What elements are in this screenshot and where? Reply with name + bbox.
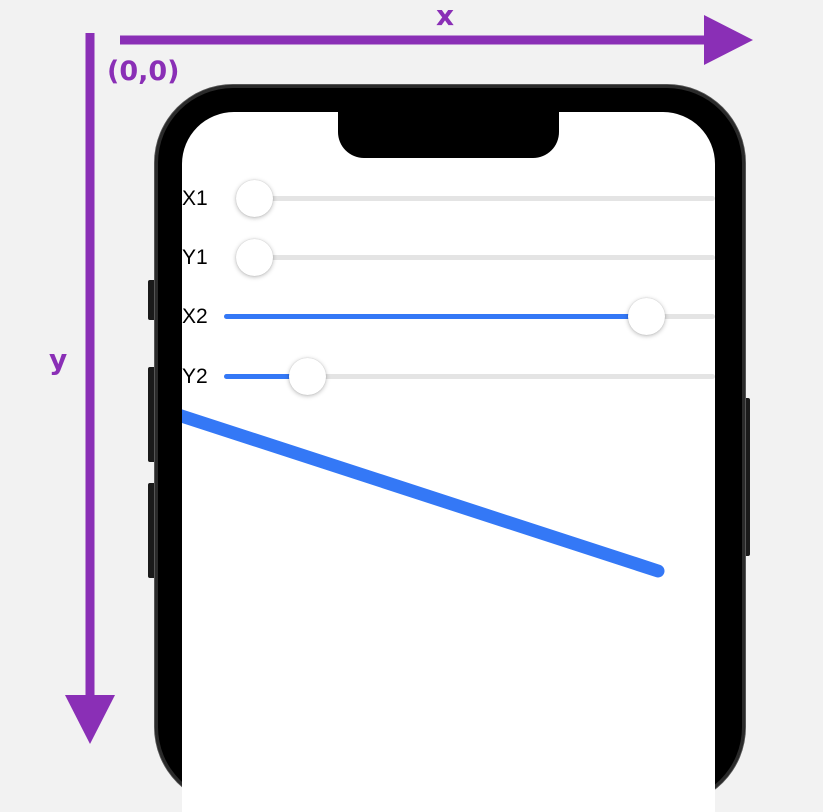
diagram-canvas: x y (0,0) X1 Y1 X2 Y2 xyxy=(49,0,753,812)
slider-x1[interactable]: X1 xyxy=(182,178,715,218)
phone-volume-up-button xyxy=(148,367,156,462)
slider-y2-thumb[interactable] xyxy=(289,358,327,395)
slider-x2-thumb[interactable] xyxy=(628,298,666,335)
slider-y2-track[interactable] xyxy=(224,358,715,395)
slider-y1-thumb[interactable] xyxy=(236,239,273,276)
slider-x2-label: X2 xyxy=(182,305,208,328)
x-axis-label: x xyxy=(436,0,455,32)
slider-x2[interactable]: X2 xyxy=(182,296,715,336)
drawn-line xyxy=(182,409,665,578)
slider-x1-track[interactable] xyxy=(236,180,715,217)
slider-y1[interactable]: Y1 xyxy=(182,237,715,277)
phone-notch xyxy=(338,108,559,158)
y-axis-label: y xyxy=(49,343,68,376)
slider-x1-thumb[interactable] xyxy=(236,180,273,217)
phone-screen xyxy=(182,112,715,812)
x-axis-arrowhead xyxy=(704,15,753,65)
origin-label: (0,0) xyxy=(107,56,180,87)
slider-y1-label: Y1 xyxy=(182,246,208,269)
slider-x2-fill xyxy=(224,314,647,319)
phone-volume-down-button xyxy=(148,483,156,578)
phone-power-button xyxy=(744,398,750,556)
coordinate-axes xyxy=(65,15,753,744)
slider-x1-label: X1 xyxy=(182,187,208,210)
slider-y2[interactable]: Y2 xyxy=(182,356,715,396)
slider-y1-track[interactable] xyxy=(236,239,715,276)
slider-y2-label: Y2 xyxy=(182,365,208,388)
slider-x2-track[interactable] xyxy=(224,298,715,335)
phone-silent-switch xyxy=(148,280,156,320)
slider-y2-fill xyxy=(224,374,308,379)
line-canvas xyxy=(182,409,665,578)
y-axis-arrowhead xyxy=(65,695,115,744)
